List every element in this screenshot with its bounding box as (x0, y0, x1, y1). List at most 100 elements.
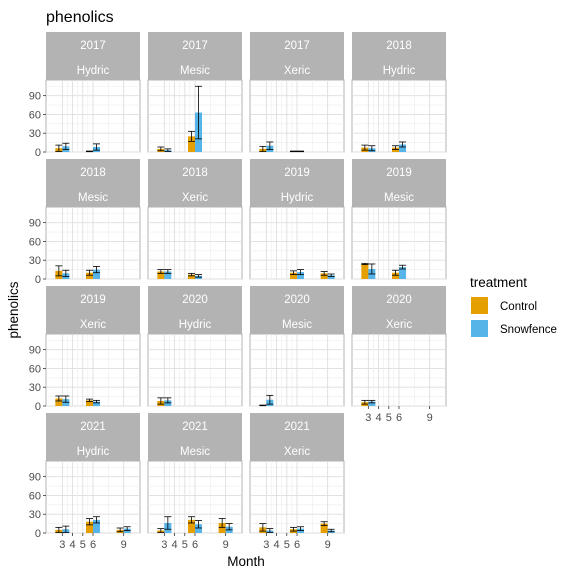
bar-control (320, 273, 328, 279)
facet-year-label: 2017 (182, 40, 208, 52)
x-tick-label: 6 (90, 539, 96, 551)
facet-year-label: 2020 (182, 294, 208, 306)
facet-year-label: 2018 (182, 167, 208, 179)
facet-strip (352, 32, 446, 80)
y-tick-label: 60 (29, 109, 41, 121)
bar-control (55, 398, 63, 406)
bar-snowfence (93, 519, 100, 533)
facet-strip (352, 286, 446, 334)
facet-site-label: Mesic (180, 446, 210, 458)
y-tick-label: 0 (35, 401, 41, 413)
x-tick-label: 5 (386, 412, 392, 424)
facet-year-label: 2019 (284, 167, 310, 179)
x-tick-label: 4 (376, 412, 382, 424)
legend-title: treatment (470, 275, 527, 290)
bar-control (218, 522, 226, 533)
legend-label-control: Control (500, 301, 537, 313)
facet-site-label: Xeric (182, 192, 208, 204)
bar-snowfence (399, 267, 406, 279)
legend-key-control (471, 297, 488, 314)
y-tick-label: 90 (29, 91, 41, 103)
facet-site-label: Mesic (180, 65, 210, 77)
facet-site-label: Hydric (179, 319, 212, 331)
facet-year-label: 2018 (80, 167, 106, 179)
x-tick-label: 6 (396, 412, 402, 424)
bar-control (361, 263, 369, 279)
bar-snowfence (164, 271, 172, 279)
facet-panel: 2017 Xeric (249, 32, 345, 153)
legend-label-snowfence: Snowfence (500, 324, 557, 336)
x-tick-label: 5 (284, 539, 290, 551)
x-tick-label: 3 (263, 539, 269, 551)
x-tick-label: 3 (365, 412, 371, 424)
y-tick-label: 0 (35, 147, 41, 159)
facet-site-label: Hydric (281, 192, 314, 204)
facet-year-label: 2019 (80, 294, 106, 306)
facet-strip (352, 159, 446, 207)
facet-strip (148, 286, 242, 334)
bar-control (157, 271, 165, 279)
y-tick-label: 30 (29, 128, 41, 140)
facet-year-label: 2020 (386, 294, 412, 306)
facet-site-label: Xeric (80, 319, 106, 331)
x-tick-label: 6 (294, 539, 300, 551)
facet-strip (148, 32, 242, 80)
facet-year-label: 2017 (284, 40, 310, 52)
facet-year-label: 2019 (386, 167, 412, 179)
facet-panel: 2018 Xeric (147, 159, 243, 280)
bar-snowfence (368, 401, 376, 406)
bar-control (290, 272, 297, 279)
facet-strip (46, 413, 140, 461)
facet-year-label: 2021 (284, 421, 310, 433)
x-tick-label: 6 (192, 539, 198, 551)
y-tick-label: 0 (35, 274, 41, 286)
chart-title: phenolics (46, 9, 114, 26)
y-tick-label: 90 (29, 345, 41, 357)
facet-site-label: Mesic (282, 319, 312, 331)
bar-snowfence (195, 524, 202, 533)
facet-panel: 2017 Mesic (147, 32, 243, 153)
facet-site-label: Mesic (384, 192, 414, 204)
bar-control (86, 400, 93, 406)
x-tick-label: 4 (274, 539, 280, 551)
facet-panel: 2019 Hydric (249, 159, 345, 280)
facet-strip (46, 159, 140, 207)
bar-control (392, 272, 399, 279)
y-tick-label: 90 (29, 218, 41, 230)
x-tick-label: 9 (427, 412, 433, 424)
x-tick-label: 5 (182, 539, 188, 551)
bar-control (188, 274, 195, 279)
facet-panel: 2021 Xeric 3 4 5 6 9 (249, 413, 345, 551)
y-tick-label: 30 (29, 382, 41, 394)
bar-snowfence (399, 144, 406, 152)
facet-strip (250, 32, 344, 80)
facet-panel: 2018 Mesic 0 30 60 90 (29, 159, 141, 286)
facet-year-label: 2017 (80, 40, 106, 52)
facet-site-label: Xeric (386, 319, 412, 331)
x-tick-label: 9 (121, 539, 127, 551)
x-axis-title: Month (227, 554, 265, 569)
plot-panels: 2017Hydric03060902017Mesic2017Xeric2018H… (29, 32, 447, 551)
facet-panel: 2020 Mesic (249, 286, 345, 407)
y-tick-label: 60 (29, 490, 41, 502)
bar-control (188, 519, 195, 533)
x-tick-label: 4 (70, 539, 76, 551)
facet-strip (148, 159, 242, 207)
y-tick-label: 30 (29, 255, 41, 267)
legend: treatment Control Snowfence (470, 275, 557, 337)
facet-site-label: Xeric (284, 65, 310, 77)
x-tick-label: 3 (59, 539, 65, 551)
bar-control (188, 136, 195, 152)
bar-snowfence (327, 275, 335, 279)
x-tick-label: 3 (161, 539, 167, 551)
y-tick-label: 0 (35, 528, 41, 540)
bar-control (86, 272, 93, 279)
facet-panel: 2021 Hydric 0 30 60 90 3 4 5 6 9 (29, 413, 141, 551)
facet-panel: 2020 Hydric (147, 286, 243, 407)
legend-key-snowfence (471, 320, 488, 337)
facet-strip (46, 32, 140, 80)
facet-year-label: 2021 (182, 421, 208, 433)
facet-panel: 2018 Hydric (351, 32, 447, 153)
facet-site-label: Mesic (78, 192, 108, 204)
